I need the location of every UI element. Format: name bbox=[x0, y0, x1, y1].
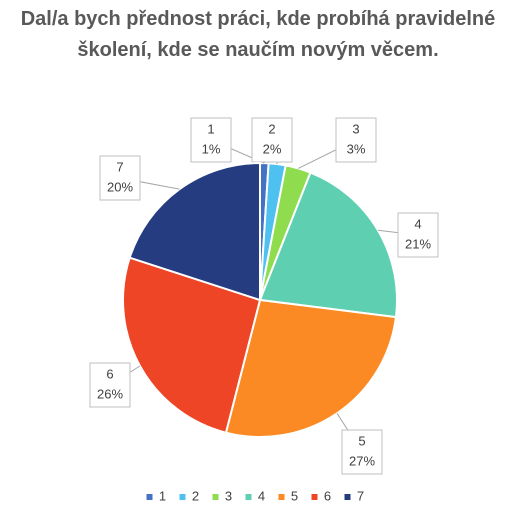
legend-label: 7 bbox=[357, 488, 364, 503]
label-box bbox=[89, 362, 131, 408]
legend-label: 4 bbox=[258, 488, 265, 503]
label-box bbox=[397, 212, 439, 258]
label-box bbox=[251, 117, 293, 163]
label-category: 2 bbox=[268, 121, 275, 136]
legend-label: 5 bbox=[291, 488, 298, 503]
label-box bbox=[99, 155, 141, 201]
legend-swatch bbox=[344, 494, 351, 500]
legend-swatch bbox=[311, 494, 318, 500]
legend-label: 3 bbox=[225, 488, 232, 503]
legend-swatch bbox=[278, 494, 285, 500]
label-box bbox=[335, 117, 377, 163]
label-category: 1 bbox=[207, 121, 214, 136]
legend-swatch bbox=[179, 494, 186, 500]
label-category: 6 bbox=[106, 366, 113, 381]
data-label: 2% bbox=[263, 141, 282, 156]
data-label: 3% bbox=[347, 141, 366, 156]
legend-label: 2 bbox=[192, 488, 199, 503]
legend-label: 1 bbox=[159, 488, 166, 503]
data-label: 27% bbox=[349, 453, 375, 468]
pie-slice bbox=[122, 256, 262, 434]
label-category: 5 bbox=[358, 433, 365, 448]
chart-title: Dal/a bych přednost práci, kde probíhá p… bbox=[20, 8, 496, 61]
label-category: 7 bbox=[116, 159, 123, 174]
data-label: 20% bbox=[107, 179, 133, 194]
legend-swatch bbox=[212, 494, 219, 500]
legend-swatch bbox=[146, 494, 153, 500]
legend-label: 6 bbox=[324, 488, 331, 503]
pie-slice bbox=[258, 171, 398, 319]
data-label: 26% bbox=[97, 386, 123, 401]
label-category: 3 bbox=[352, 121, 359, 136]
label-category: 4 bbox=[414, 216, 421, 231]
legend-swatch bbox=[245, 494, 252, 500]
label-box bbox=[190, 117, 232, 163]
data-label: 1% bbox=[202, 141, 221, 156]
data-label: 21% bbox=[405, 236, 431, 251]
label-box bbox=[341, 429, 383, 475]
